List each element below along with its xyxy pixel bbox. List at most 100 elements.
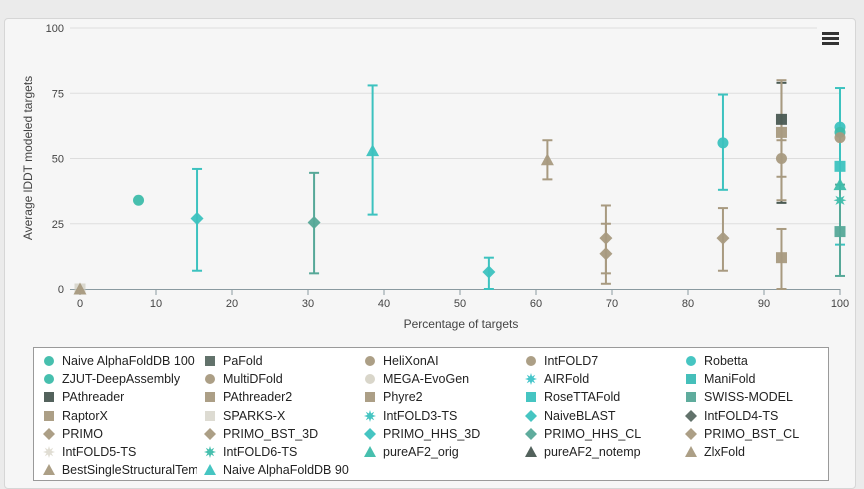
legend-item[interactable]: PRIMO_BST_CL [684,425,824,443]
legend-item[interactable]: IntFOLD7 [524,352,679,370]
legend-item[interactable]: HeliXonAI [363,352,518,370]
data-point[interactable] [717,137,729,149]
legend-item[interactable]: Naive AlphaFoldDB 100 [42,352,197,370]
legend-item[interactable]: IntFOLD3-TS [363,407,518,425]
legend-symbol [526,356,536,366]
legend-item[interactable]: pureAF2_notemp [524,443,679,461]
data-point[interactable] [775,113,787,125]
data-point[interactable] [716,231,730,245]
legend-marker [205,410,215,421]
legend-marker [685,409,697,422]
x-tick-label: 60 [530,298,542,310]
data-point[interactable] [540,153,554,166]
legend-marker [364,446,376,457]
legend-item[interactable]: ZJUT-DeepAssembly [42,370,197,388]
legend-symbol [43,464,55,476]
legend-marker [525,373,537,386]
legend-item[interactable]: PAthreader [42,388,197,406]
legend-item[interactable]: SPARKS-X [203,407,358,425]
legend-marker [204,427,216,440]
hamburger-menu-icon [822,37,839,40]
legend-label: ZlxFold [704,445,745,459]
data-point[interactable] [73,282,87,295]
data-point[interactable] [775,252,787,264]
error-bars [192,79,845,290]
legend-marker [204,446,216,458]
legend-item[interactable]: SWISS-MODEL [684,388,824,406]
data-point[interactable] [307,215,321,229]
data-point[interactable] [833,193,847,207]
legend-item[interactable]: PRIMO_HHS_3D [363,425,518,443]
data-point[interactable] [599,231,613,245]
legend-item[interactable]: pureAF2_orig [363,443,518,461]
data-point[interactable] [834,226,846,238]
data-point[interactable] [833,178,847,191]
legend-marker [525,427,537,440]
legend-item[interactable]: Robetta [684,352,824,370]
y-tick-label: 25 [52,219,64,231]
legend-item[interactable]: IntFOLD6-TS [203,443,358,461]
x-tick-label: 10 [150,298,162,310]
legend-label: PRIMO [62,426,103,441]
legend-symbol [685,427,697,440]
legend-item[interactable]: ManiFold [684,370,824,388]
legend-symbol [365,356,375,366]
legend-label: ZJUT-DeepAssembly [62,372,181,387]
legend-symbol [44,356,54,366]
legend-symbol [43,427,55,440]
legend-item[interactable]: PRIMO [42,425,197,443]
legend-marker [205,356,215,366]
legend-label: PAthreader2 [223,390,293,405]
chart-legend: Naive AlphaFoldDB 100 PaFold HeliXonAI IntF… [33,347,829,481]
data-point[interactable] [482,265,496,279]
legend-label: Naive AlphaFoldDB 90 [223,463,349,478]
legend-item[interactable]: NaiveBLAST [524,407,679,425]
legend-symbol [365,392,375,403]
legend-marker [365,356,375,366]
legend-item[interactable]: IntFOLD4-TS [684,407,824,425]
data-point[interactable] [775,153,787,164]
legend-item[interactable]: RaptorX [42,407,197,425]
legend-item[interactable]: Naive AlphaFoldDB 90 [203,461,358,479]
legend-item[interactable]: PRIMO_HHS_CL [524,425,679,443]
legend-item[interactable]: BestSingleStructuralTem [42,461,197,479]
legend-label: SPARKS-X [223,408,286,423]
legend-item[interactable]: ZlxFold [684,443,824,461]
data-point[interactable] [133,194,145,206]
legend-marker [685,427,697,440]
legend-label: BestSingleStructuralTem [61,463,197,478]
x-tick-label: 100 [831,298,849,310]
legend-symbol [365,374,375,385]
legend-item[interactable]: Phyre2 [363,388,518,406]
data-points [73,113,847,295]
data-point[interactable] [366,144,380,157]
data-point[interactable] [599,247,613,261]
x-tick-label: 90 [758,298,770,310]
data-point[interactable] [775,126,787,138]
data-point[interactable] [190,212,204,226]
data-point[interactable] [834,132,846,144]
legend-item[interactable]: RoseTTAFold [524,388,679,406]
legend-label: PRIMO_BST_3D [223,426,319,441]
legend-label: HeliXonAI [383,354,439,368]
legend-label: SWISS-MODEL [704,390,793,405]
chart-menu-button[interactable] [817,24,845,52]
y-axis-title: Average lDDT modeled targets [21,76,35,240]
legend-marker [364,409,376,422]
data-point[interactable] [834,160,846,172]
legend-item[interactable]: AIRFold [524,370,679,388]
x-tick-label: 0 [77,298,83,310]
legend-symbol [364,409,376,422]
legend-item[interactable]: MultiDFold [203,370,358,388]
legend-label: Naive AlphaFoldDB 100 [62,354,195,368]
legend-item[interactable]: MEGA-EvoGen [363,370,518,388]
legend-marker [365,392,375,403]
legend-item[interactable]: PAthreader2 [203,388,358,406]
legend-marker [205,374,215,385]
legend-label: pureAF2_notemp [544,445,641,459]
legend-item[interactable]: PRIMO_BST_3D [203,425,358,443]
legend-item[interactable]: PaFold [203,352,358,370]
legend-item[interactable]: IntFOLD5-TS [42,443,197,461]
legend-symbol [526,392,536,403]
